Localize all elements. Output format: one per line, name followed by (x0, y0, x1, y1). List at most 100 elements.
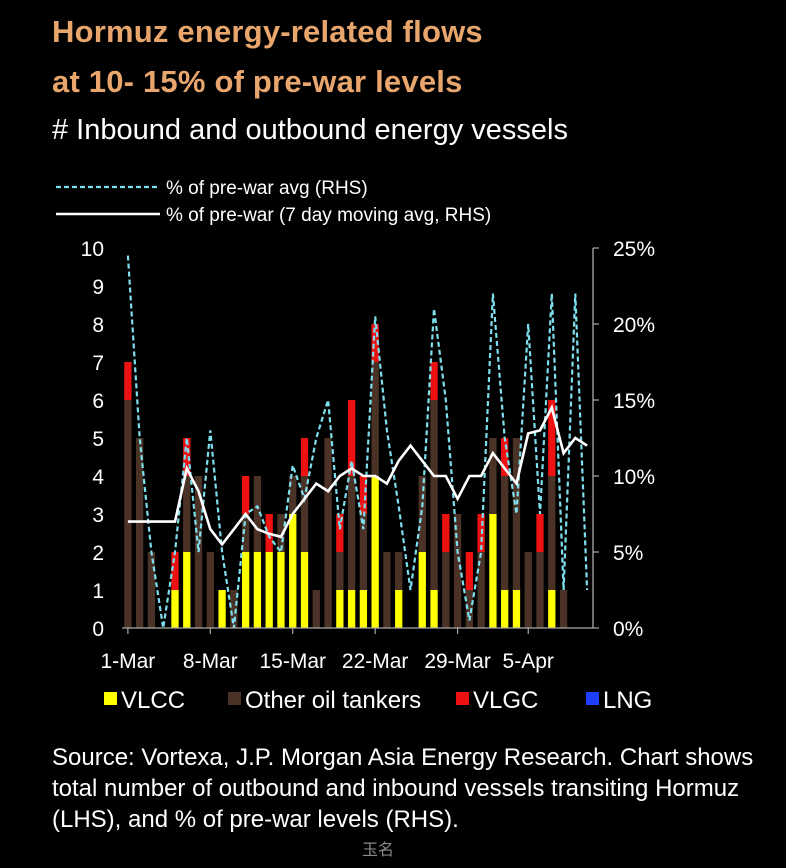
legend-bar-label: Other oil tankers (245, 687, 421, 714)
bar-vlcc (218, 590, 226, 628)
chart-subtitle: # Inbound and outbound energy vessels (52, 114, 568, 146)
bar-vlcc (265, 552, 273, 628)
bar-vlgc (300, 438, 309, 476)
right-tick-label: 15% (613, 390, 655, 413)
left-tick-label: 5 (92, 428, 104, 451)
left-tick-label: 10 (81, 238, 104, 261)
left-tick-label: 2 (92, 542, 104, 565)
bar-other (359, 514, 368, 590)
bar-vlcc (418, 552, 426, 628)
bar-other (347, 476, 356, 590)
legend-line-label: % of pre-war (7 day moving avg, RHS) (166, 205, 491, 226)
legend-swatch-vlgc (456, 692, 469, 705)
line-pct-prewar-avg (126, 255, 589, 629)
right-tick-label: 10% (613, 466, 655, 489)
bar-vlgc (359, 476, 368, 514)
bar-vlcc (489, 514, 497, 628)
bar-vlcc (241, 552, 250, 628)
bar-other (277, 514, 285, 552)
bar-vlcc (359, 590, 368, 628)
bar-other (324, 438, 332, 628)
right-tick-label: 20% (613, 314, 655, 337)
chart: % of pre-war avg (RHS) % of pre-war (7 da… (56, 178, 655, 714)
left-tick-label: 0 (92, 618, 104, 641)
x-tick-label: 15-Mar (259, 650, 326, 673)
bar-other (371, 362, 379, 476)
bar-other (442, 552, 450, 628)
bar-other (253, 476, 262, 552)
bar-vlgc (501, 438, 509, 476)
left-tick-label: 4 (92, 466, 104, 489)
bar-other (536, 552, 544, 628)
bar-vlcc (548, 590, 556, 628)
bar-other (559, 590, 568, 628)
bar-vlgc (347, 400, 356, 476)
right-tick-label: 0% (613, 618, 643, 641)
bar-vlcc (430, 590, 438, 628)
bar-other (147, 552, 156, 628)
legend-line-label: % of pre-war avg (RHS) (166, 178, 368, 199)
legend-swatch-lng (586, 692, 599, 705)
right-tick-label: 5% (613, 542, 643, 565)
legend-bar-label: LNG (603, 687, 652, 714)
bar-other (512, 438, 521, 590)
axes-group: 0 1 2 3 4 5 6 7 8 9 10 0% 5% 10% 15% 20% 25% 1-Mar 8-Mar 15… (81, 238, 655, 673)
bar-vlcc (171, 590, 179, 628)
bar-vlgc (124, 362, 132, 400)
line-7day-moving-avg (127, 403, 588, 547)
bar-vlgc (465, 552, 474, 590)
legend-swatch-other (228, 692, 241, 705)
bar-vlgc (371, 324, 379, 362)
lines-group (126, 255, 589, 629)
bar-vlgc (183, 438, 191, 476)
bar-other (124, 400, 132, 628)
bar-vlcc (183, 552, 191, 628)
left-tick-label: 7 (92, 352, 104, 375)
bar-other (453, 514, 462, 628)
bar-other (548, 476, 556, 590)
bar-vlcc (501, 590, 509, 628)
bar-other (336, 552, 344, 590)
bar-vlcc (289, 514, 297, 628)
bar-other (383, 552, 391, 628)
legend-swatch-vlcc (104, 692, 117, 705)
bar-other (183, 476, 191, 552)
bar-other (489, 438, 497, 514)
watermark: 玉名 (362, 842, 395, 859)
bar-other (312, 590, 320, 628)
bar-vlgc (171, 552, 179, 590)
x-tick-label: 8-Mar (183, 650, 238, 673)
left-tick-label: 8 (92, 314, 104, 337)
source-line-2: total number of outbound and inbound ves… (52, 775, 740, 802)
bar-legend: VLCC Other oil tankers VLGC LNG (104, 687, 652, 714)
bar-vlcc (253, 552, 262, 628)
bar-other (230, 590, 238, 628)
chart-title-line-2: at 10- 15% of pre-war levels (52, 64, 463, 99)
left-tick-label: 1 (92, 580, 104, 603)
bar-other (501, 476, 509, 590)
bar-vlgc (430, 362, 438, 400)
bar-vlgc (442, 514, 450, 552)
bar-other (395, 552, 403, 590)
left-tick-label: 3 (92, 504, 104, 527)
left-tick-label: 6 (92, 390, 104, 413)
bar-vlgc (548, 400, 556, 476)
left-tick-label: 9 (92, 276, 104, 299)
x-tick-label: 5-Apr (503, 650, 554, 673)
bar-vlcc (395, 590, 403, 628)
bar-other (241, 514, 250, 552)
bar-vlgc (241, 476, 250, 514)
bar-other (300, 476, 309, 552)
x-tick-label: 1-Mar (100, 650, 155, 673)
bar-vlgc (336, 514, 344, 552)
bar-vlcc (300, 552, 309, 628)
x-tick-label: 22-Mar (342, 650, 409, 673)
bar-vlcc (336, 590, 344, 628)
line-legend: % of pre-war avg (RHS) % of pre-war (7 da… (56, 178, 491, 226)
source-line-1: Source: Vortexa, J.P. Morgan Asia Energy… (52, 744, 754, 771)
legend-bar-label: VLCC (121, 687, 185, 714)
x-tick-label: 29-Mar (424, 650, 491, 673)
bar-other (206, 552, 214, 628)
bar-other (136, 438, 144, 628)
bar-vlgc (536, 514, 544, 552)
